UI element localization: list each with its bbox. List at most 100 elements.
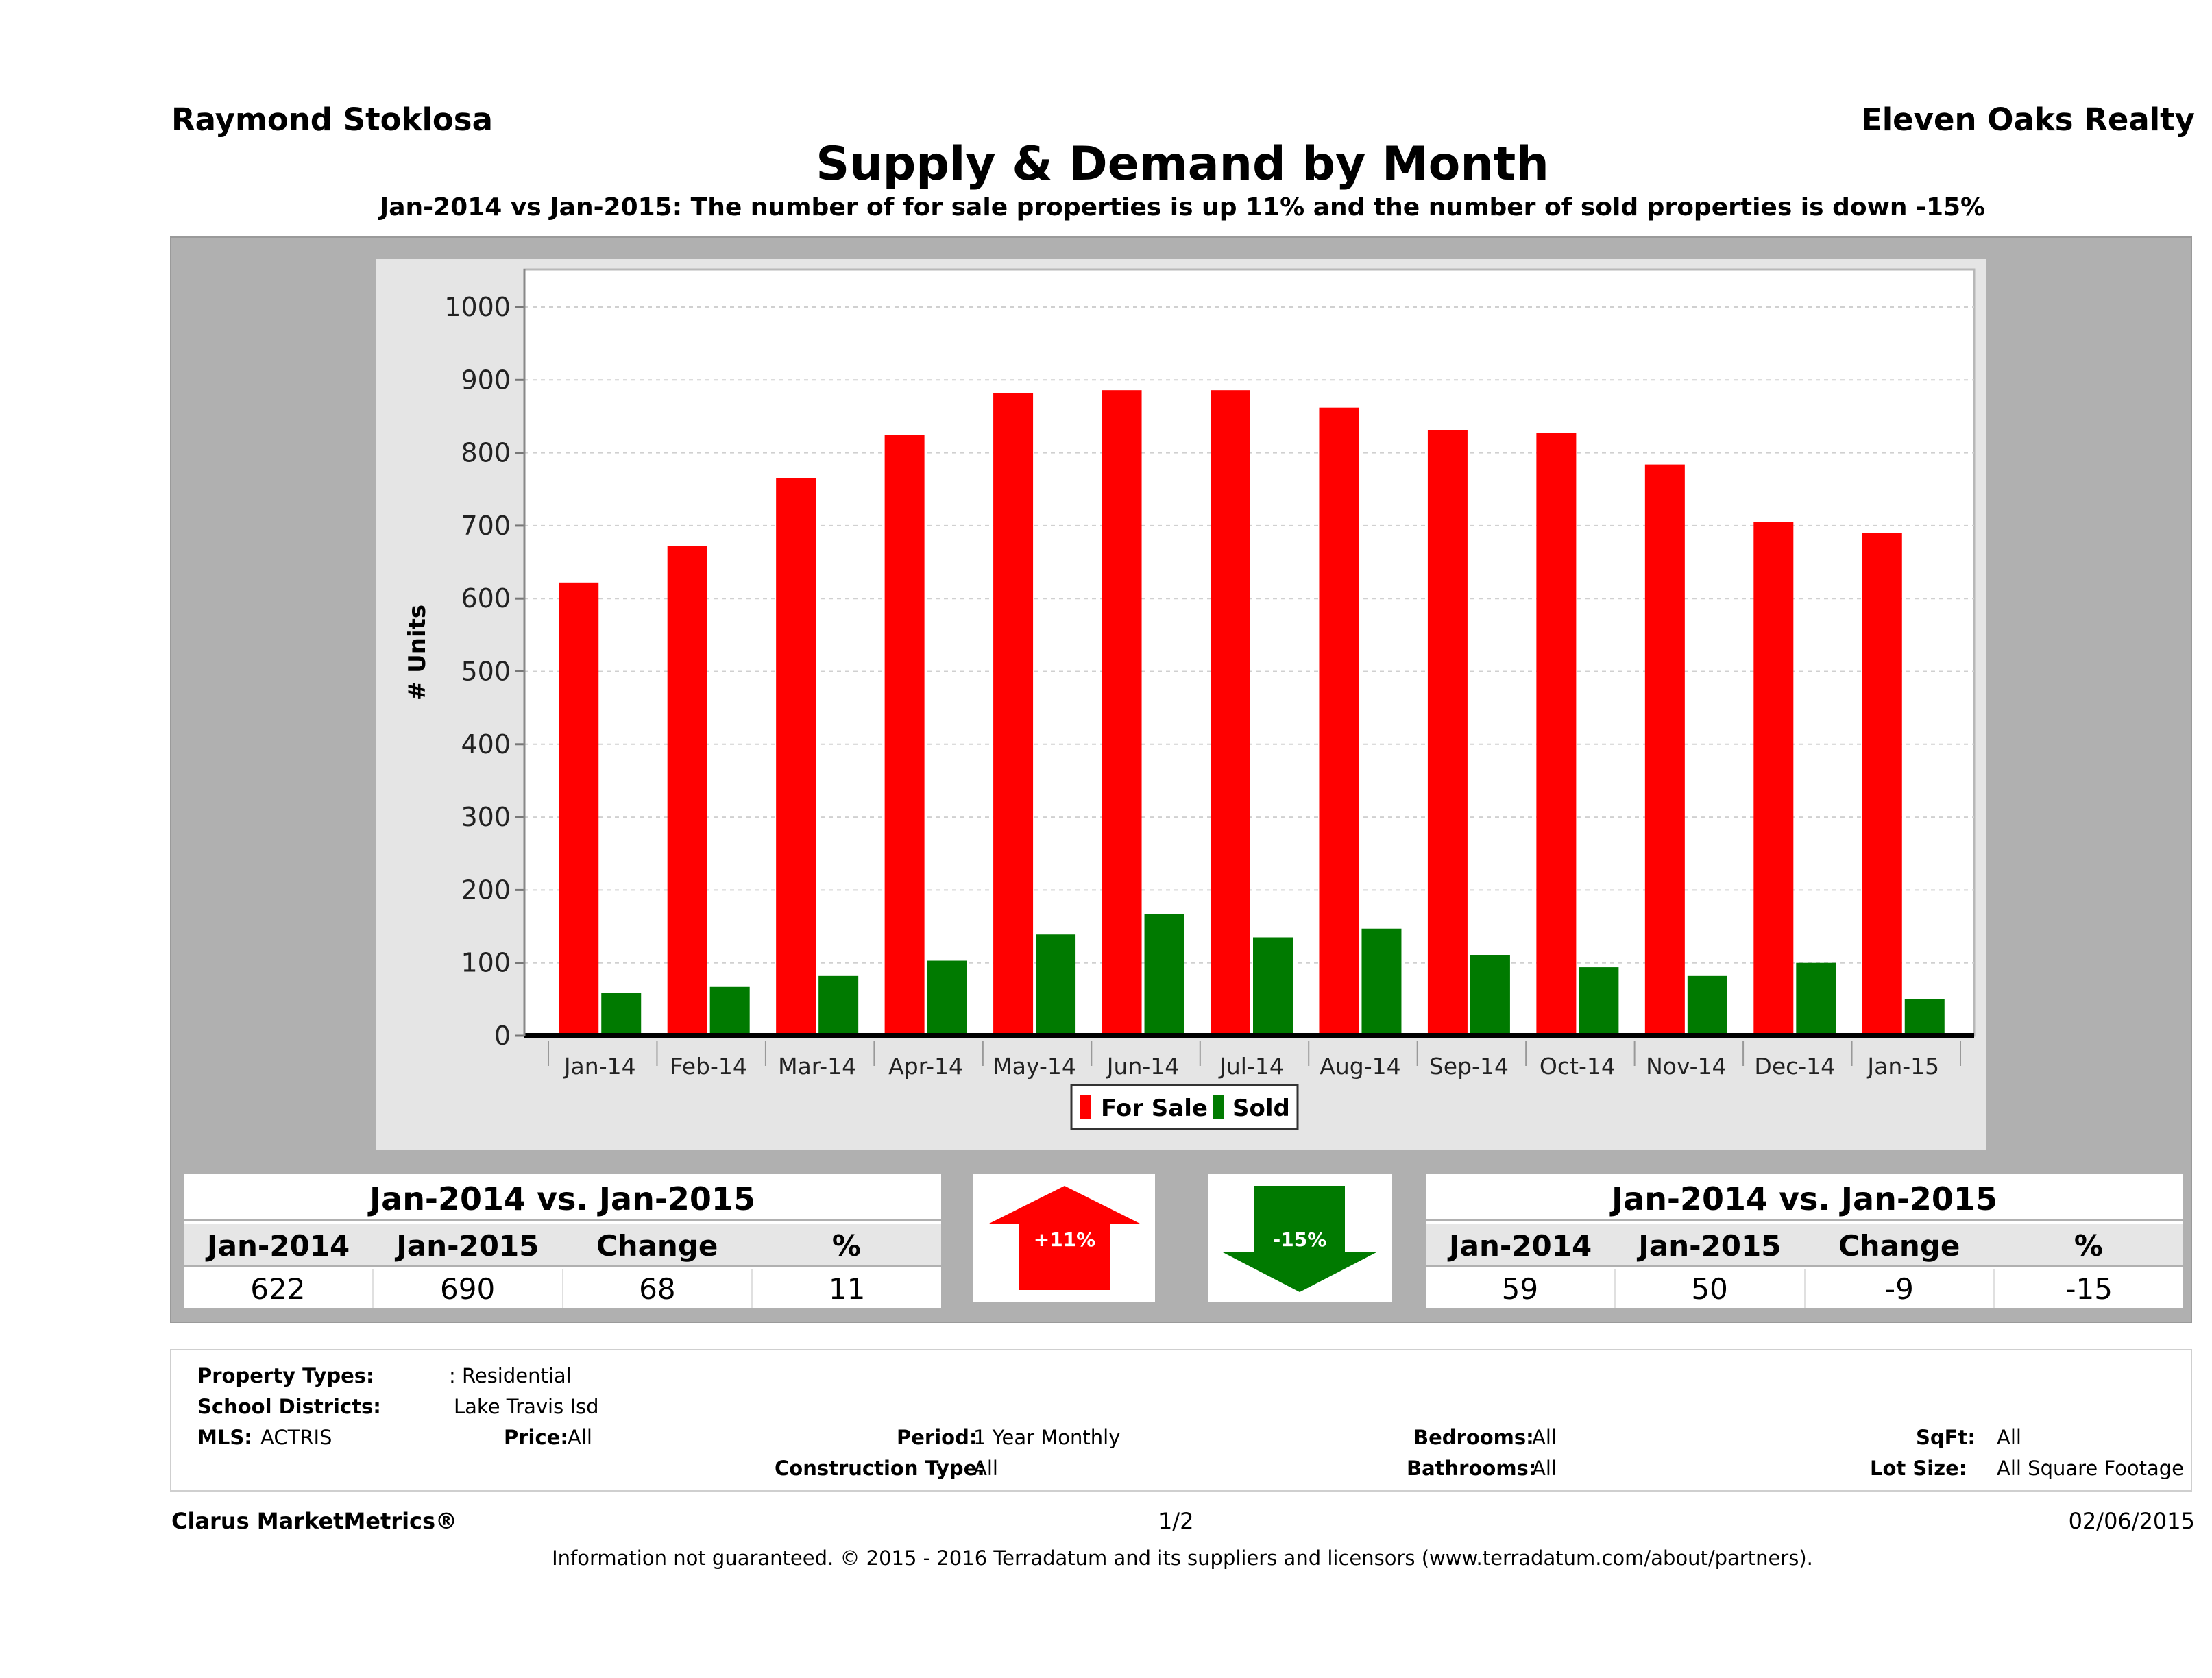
bar-for-sale-jan-14	[559, 582, 599, 1036]
report-title: Supply & Demand by Month	[816, 137, 1549, 191]
for-sale-summary-heading: Jan-2014 vs. Jan-2015	[184, 1174, 941, 1221]
bar-for-sale-sep-14	[1427, 430, 1468, 1036]
sold-summary-heading: Jan-2014 vs. Jan-2015	[1426, 1174, 2183, 1221]
y-tick-label: 600	[461, 583, 511, 613]
for-sale-value-jan-2014: 622	[184, 1269, 374, 1308]
property-types-value: : Residential	[449, 1364, 572, 1387]
bar-sold-aug-14	[1361, 928, 1402, 1036]
x-tick-label: Mar-14	[778, 1053, 856, 1080]
report-subtitle: Jan-2014 vs Jan-2015: The number of for …	[379, 193, 1986, 221]
school-districts-label: School Districts:	[197, 1395, 381, 1418]
bar-for-sale-aug-14	[1319, 407, 1359, 1036]
down-arrow-icon	[1223, 1186, 1376, 1292]
legend: For Sale Sold	[1070, 1084, 1299, 1130]
bar-for-sale-mar-14	[776, 478, 816, 1036]
period-value: 1 Year Monthly	[973, 1426, 1121, 1449]
bathrooms-label: Bathrooms:	[1407, 1457, 1537, 1480]
bar-sold-dec-14	[1796, 962, 1836, 1036]
footer-brand: Clarus MarketMetrics®	[171, 1508, 458, 1534]
sold-col-change: Change	[1838, 1229, 1960, 1263]
x-tick-label: Jul-14	[1218, 1053, 1284, 1080]
y-tick-label: 300	[461, 802, 511, 832]
bar-for-sale-jan-15	[1862, 533, 1902, 1036]
x-tick-label: Sep-14	[1429, 1053, 1509, 1080]
y-tick-label: 0	[494, 1021, 511, 1051]
x-tick-label: Feb-14	[670, 1053, 747, 1080]
sold-value-jan-2014: 59	[1426, 1269, 1616, 1308]
price-value: All	[568, 1426, 592, 1449]
sold-change-badge: -15%	[1273, 1228, 1327, 1251]
bar-sold-feb-14	[709, 986, 750, 1036]
sold-value-jan-2015: 50	[1616, 1269, 1806, 1308]
bar-for-sale-jul-14	[1211, 390, 1250, 1036]
x-tick-label: Nov-14	[1646, 1053, 1726, 1080]
property-types-label: Property Types:	[197, 1364, 374, 1387]
report-date: 02/06/2015	[2068, 1508, 2195, 1534]
bar-for-sale-oct-14	[1536, 433, 1577, 1036]
x-tick-label: Jan-14	[563, 1053, 636, 1080]
y-tick-label: 900	[461, 365, 511, 395]
for-sale-value-percent: 11	[828, 1272, 866, 1306]
for-sale-value-jan-2015: 690	[374, 1269, 563, 1308]
mls-label: MLS:	[197, 1426, 252, 1449]
x-tick-label: May-14	[993, 1053, 1076, 1080]
x-tick-label: Jun-14	[1106, 1053, 1179, 1080]
for-sale-change-badge: +11%	[1034, 1228, 1095, 1251]
bar-for-sale-dec-14	[1753, 522, 1794, 1036]
sold-col-percent: %	[2074, 1229, 2103, 1263]
bar-for-sale-may-14	[993, 393, 1034, 1036]
construction-type-label: Construction Type:	[775, 1457, 985, 1480]
for-sale-col-jan-2015: Jan-2015	[396, 1229, 539, 1263]
x-tick-label: Apr-14	[888, 1053, 963, 1080]
page-number: 1/2	[1158, 1508, 1194, 1534]
for-sale-summary-table: Jan-2014 vs. Jan-2015 Jan-2014 Jan-2015 …	[184, 1174, 941, 1308]
construction-type-value: All	[973, 1457, 998, 1480]
x-tick-label: Oct-14	[1540, 1053, 1616, 1080]
filter-criteria-box: Property Types: : Residential School Dis…	[170, 1349, 2192, 1492]
sold-summary-table: Jan-2014 vs. Jan-2015 Jan-2014 Jan-2015 …	[1426, 1174, 2183, 1308]
agent-name: Raymond Stoklosa	[171, 101, 493, 138]
y-tick-label: 1000	[444, 292, 511, 322]
bar-sold-oct-14	[1579, 967, 1619, 1036]
legend-label-for-sale: For Sale	[1101, 1095, 1208, 1122]
bar-sold-nov-14	[1687, 975, 1727, 1036]
legend-swatch-for-sale	[1080, 1095, 1091, 1119]
disclaimer: Information not guaranteed. © 2015 - 201…	[552, 1546, 1813, 1570]
y-tick-label: 800	[461, 438, 511, 468]
bar-for-sale-apr-14	[884, 435, 925, 1036]
y-tick-label: 700	[461, 511, 511, 541]
bar-sold-sep-14	[1470, 955, 1510, 1036]
x-tick-label: Dec-14	[1754, 1053, 1835, 1080]
bar-sold-may-14	[1036, 934, 1076, 1036]
bathrooms-value: All	[1532, 1457, 1557, 1480]
bar-sold-jan-14	[601, 993, 642, 1036]
company-name: Eleven Oaks Realty	[1860, 101, 2195, 138]
y-axis-label: # Units	[404, 605, 431, 701]
legend-label-sold: Sold	[1232, 1095, 1290, 1122]
legend-swatch-sold	[1213, 1095, 1224, 1119]
bar-sold-mar-14	[818, 975, 859, 1036]
x-tick-label: Aug-14	[1320, 1053, 1400, 1080]
sold-col-jan-2015: Jan-2015	[1638, 1229, 1782, 1263]
up-arrow-icon	[988, 1186, 1141, 1290]
bedrooms-label: Bedrooms:	[1413, 1426, 1534, 1449]
sold-value-change: -9	[1806, 1269, 1995, 1308]
lot-size-value: All Square Footage	[1997, 1457, 2185, 1480]
y-tick-label: 100	[461, 948, 511, 978]
sold-col-jan-2014: Jan-2014	[1449, 1229, 1592, 1263]
bar-sold-jun-14	[1144, 914, 1184, 1036]
y-tick-label: 400	[461, 729, 511, 759]
bar-for-sale-nov-14	[1644, 464, 1685, 1036]
sqft-value: All	[1997, 1426, 2021, 1449]
school-districts-value: Lake Travis Isd	[454, 1395, 599, 1418]
lot-size-label: Lot Size:	[1870, 1457, 1967, 1480]
period-label: Period:	[897, 1426, 977, 1449]
bar-sold-apr-14	[927, 960, 967, 1036]
for-sale-col-change: Change	[596, 1229, 718, 1263]
bar-for-sale-jun-14	[1102, 390, 1142, 1036]
sold-value-percent: -15	[2065, 1272, 2113, 1306]
y-tick-label: 500	[461, 657, 511, 687]
x-tick-label: Jan-15	[1866, 1053, 1939, 1080]
bar-for-sale-feb-14	[667, 546, 707, 1036]
